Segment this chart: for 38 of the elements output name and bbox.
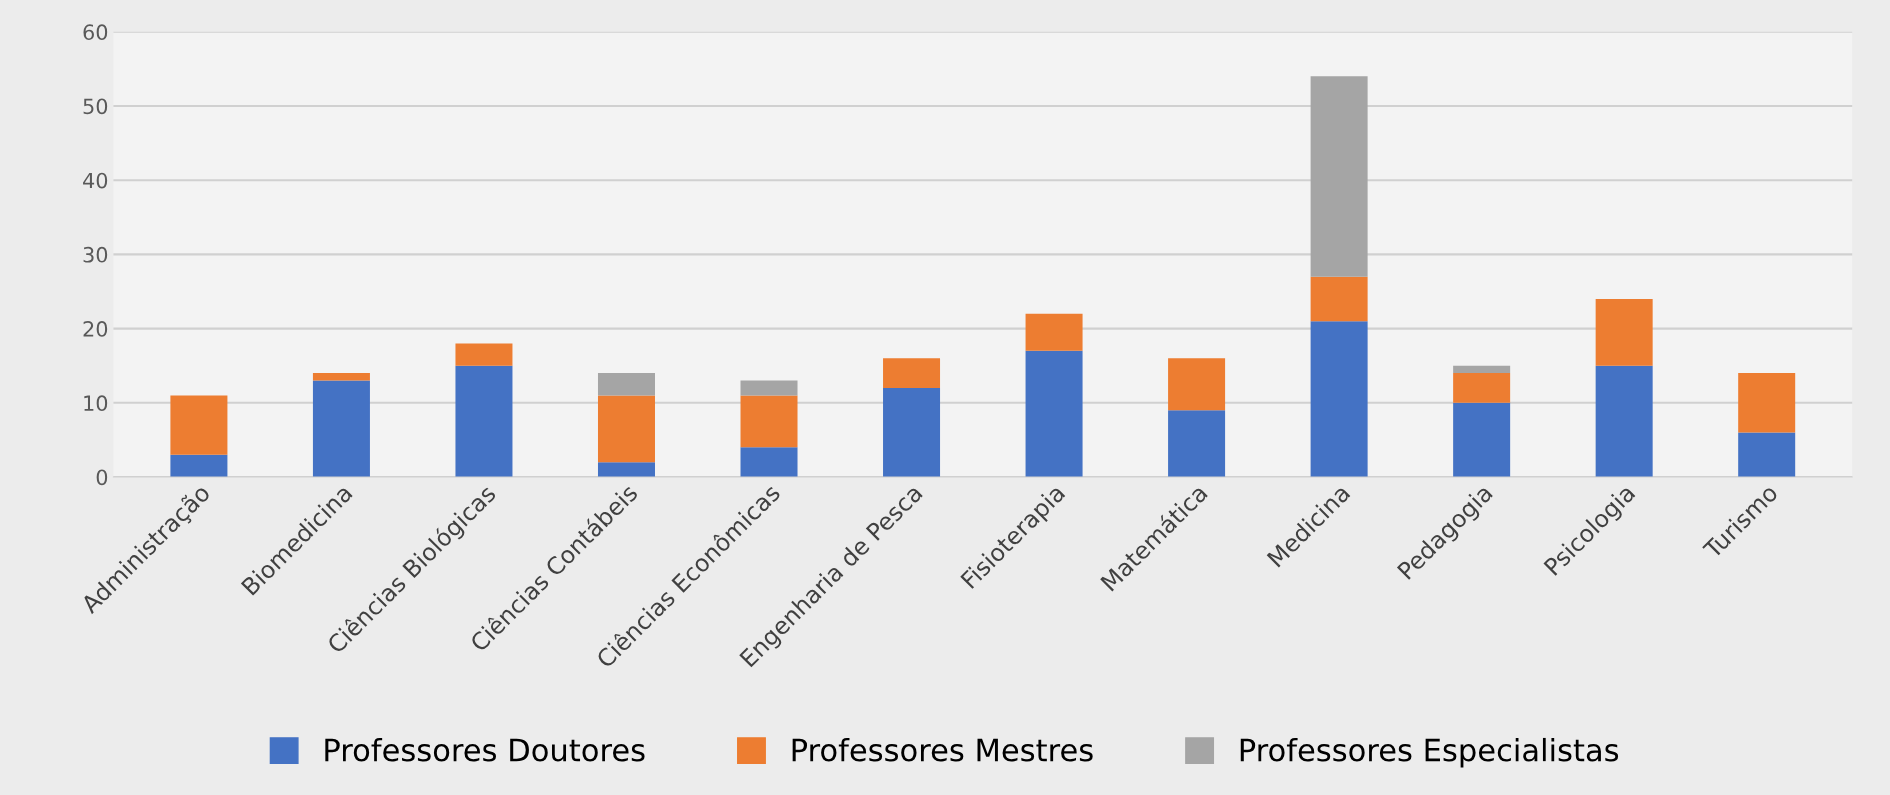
bar — [1453, 402, 1511, 477]
bar — [597, 462, 655, 477]
bar — [740, 395, 798, 448]
legend-label: Professores Doutores — [325, 737, 645, 762]
bar — [170, 454, 228, 477]
bar — [170, 395, 228, 455]
bar — [1453, 365, 1511, 374]
y-tick-label: 10 — [84, 395, 108, 412]
legend-label: Professores Especialistas — [1240, 737, 1619, 768]
y-tick-label: 60 — [83, 24, 108, 41]
bar — [883, 387, 941, 477]
bar — [1310, 276, 1368, 322]
bar — [1453, 373, 1511, 403]
y-tick-label: 0 — [96, 469, 108, 486]
bar — [1595, 365, 1653, 477]
bar — [1595, 298, 1653, 366]
bar — [1025, 350, 1083, 477]
bar — [312, 373, 370, 381]
bar — [1310, 76, 1368, 277]
y-tick-label: 50 — [83, 98, 108, 115]
bar — [312, 380, 370, 477]
y-tick-label: 40 — [83, 172, 108, 189]
legend-label: Professores Mestres — [792, 737, 1093, 762]
bar — [883, 358, 941, 388]
bar — [1738, 432, 1796, 477]
bar — [455, 343, 513, 366]
bar — [1310, 321, 1368, 477]
bar — [1025, 313, 1083, 351]
bar — [455, 365, 513, 477]
bar — [1168, 410, 1226, 477]
bar — [1168, 358, 1226, 411]
y-tick-label: 20 — [83, 321, 108, 337]
bar — [597, 373, 655, 396]
bar — [597, 395, 655, 463]
y-tick-label: 30 — [83, 246, 108, 263]
bar — [740, 380, 798, 396]
bar — [740, 447, 798, 477]
bar — [1738, 373, 1796, 433]
